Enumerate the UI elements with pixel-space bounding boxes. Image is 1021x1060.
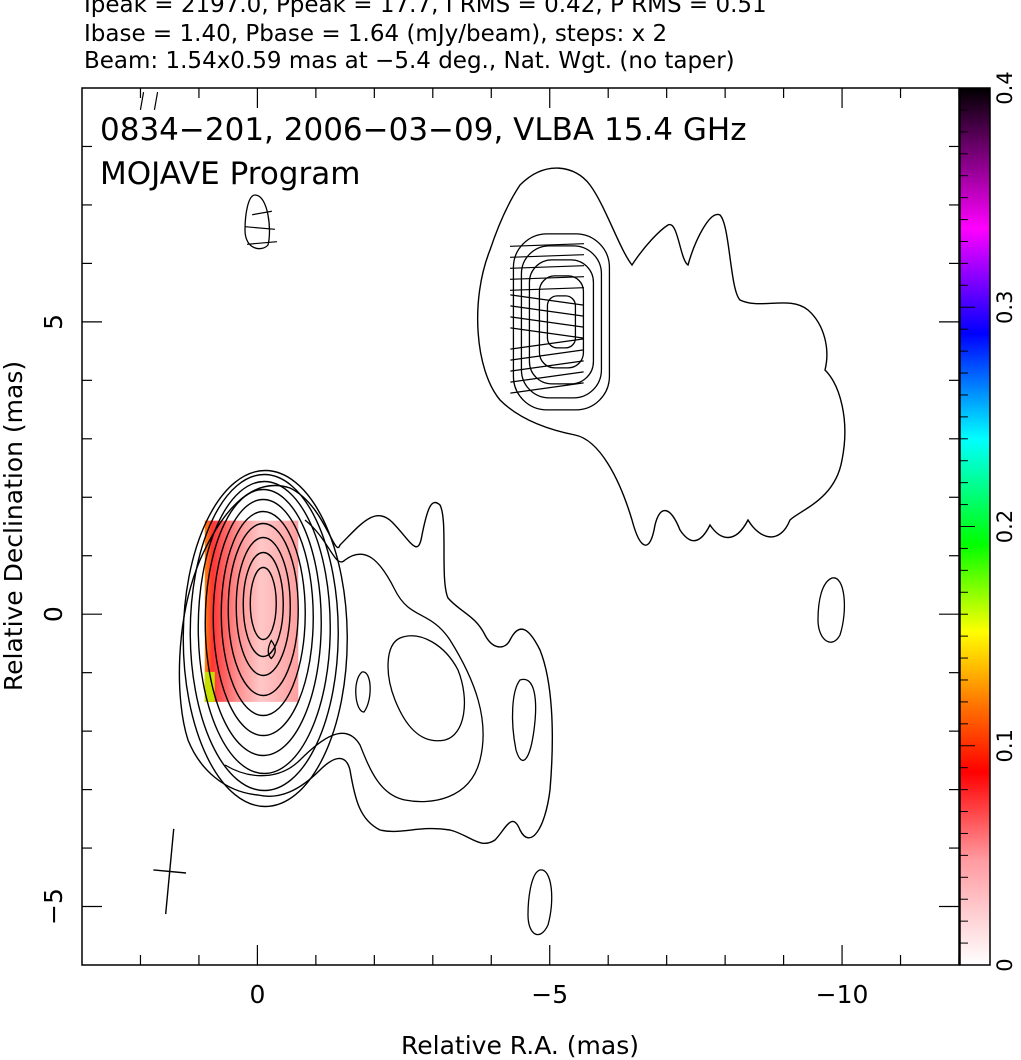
lobe-polarization-vector xyxy=(510,327,584,339)
header-beam-line: Beam: 1.54x0.59 mas at −5.4 deg., Nat. W… xyxy=(84,48,735,74)
jet-outer-contour xyxy=(178,484,553,845)
lobe-polarization-vector xyxy=(510,265,584,269)
header-base-line: Ibase = 1.40, Pbase = 1.64 (mJy/beam), s… xyxy=(84,21,668,47)
lobe-polarization-vector xyxy=(510,360,584,372)
lobe-polarization-vector xyxy=(510,316,584,328)
corner-polarization-vector xyxy=(139,92,145,110)
core-contour xyxy=(189,473,339,792)
jet-knot-contour xyxy=(387,635,466,742)
lobe-contour xyxy=(528,259,595,385)
lobe-polarization-vector xyxy=(510,276,584,280)
lobe-polarization-vector xyxy=(510,294,584,306)
colorbar-tick-label: 0.2 xyxy=(993,510,1017,543)
plot-frame xyxy=(81,87,960,966)
beam-minor-axis xyxy=(153,869,187,874)
corner-polarization-vector xyxy=(153,92,159,110)
core-contour xyxy=(212,498,314,737)
north-knot-contour xyxy=(244,194,271,250)
jet-small-contour xyxy=(355,671,371,713)
x-tick-label: 0 xyxy=(249,980,265,1009)
lobe-polarization-vector xyxy=(510,287,584,291)
lobe-polarization-vector xyxy=(510,349,584,361)
knot-polarization-vector xyxy=(252,210,272,216)
knot-polarization-vector xyxy=(247,241,277,245)
lobe-contour xyxy=(538,275,585,369)
core-contour xyxy=(204,488,322,757)
core-contour xyxy=(220,510,306,717)
core-contour xyxy=(197,480,331,775)
colorbar-ticks: 0 0.1 0.2 0.3 0.4 xyxy=(960,71,1017,972)
chart-title: 0834−201, 2006−03−09, VLBA 15.4 GHz xyxy=(100,112,746,148)
core-inner-contour xyxy=(267,639,276,660)
lobe-polarization-vector xyxy=(510,243,584,247)
colorbar-tick-label: 0.1 xyxy=(993,729,1017,762)
header-stats-line: Ipeak = 2197.0, Ppeak = 17.7, I RMS = 0.… xyxy=(84,0,767,18)
y-axis-label: Relative Declination (mas) xyxy=(0,361,28,691)
south-knot-contour xyxy=(527,869,553,936)
colorbar-tick-label: 0.4 xyxy=(993,71,1017,104)
polarization-edge-pixels xyxy=(204,671,215,702)
lobe-polarization-vector xyxy=(510,338,584,350)
chart-subtitle: MOJAVE Program xyxy=(100,156,360,192)
y-tick-label: 0 xyxy=(39,606,68,622)
x-tick-label: −5 xyxy=(531,980,568,1009)
lobe-polarization-vector xyxy=(510,382,584,394)
lobe-polarization-vector xyxy=(510,254,584,258)
colorbar-tick-label: 0.3 xyxy=(993,291,1017,324)
lobe-contour xyxy=(520,245,603,399)
core-contour xyxy=(249,566,277,641)
x-tick-label: −10 xyxy=(816,980,869,1009)
jet-second-contour xyxy=(224,519,484,803)
colorbar-tick-label: 0 xyxy=(993,958,1017,971)
core-contour xyxy=(242,551,284,658)
core-contour xyxy=(227,522,299,697)
jet-edge-contour xyxy=(511,678,537,762)
axis-ticks: 0 −5 −10 5 0 −5 xyxy=(39,88,960,1009)
core-contour xyxy=(182,469,348,808)
knot-polarization-vector xyxy=(245,226,275,230)
lobe-polarization-vector xyxy=(510,371,584,383)
lobe-outer-contour xyxy=(477,167,846,546)
y-tick-label: 5 xyxy=(39,314,68,330)
core-contour xyxy=(235,536,291,677)
plot-area xyxy=(139,92,846,936)
x-axis-label: Relative R.A. (mas) xyxy=(401,1031,639,1060)
west-knot-contour xyxy=(817,577,846,643)
y-tick-label: −5 xyxy=(39,888,68,925)
lobe-polarization-vector xyxy=(510,305,584,317)
lobe-contour xyxy=(512,233,611,411)
